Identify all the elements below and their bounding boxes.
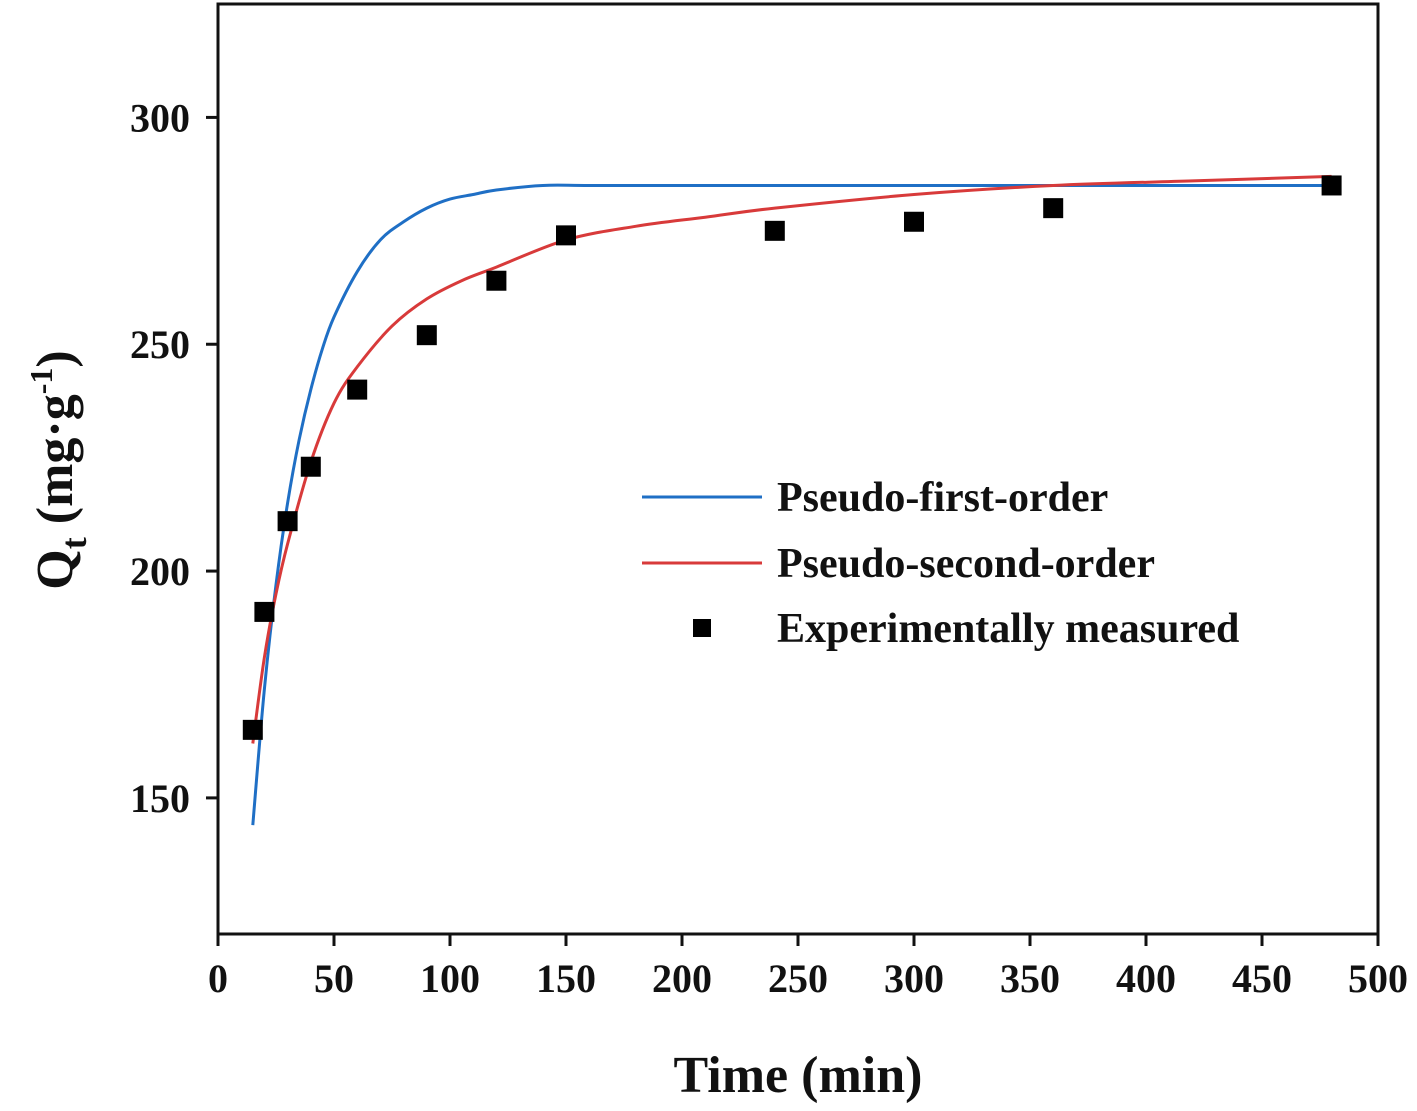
data-point [904, 211, 924, 232]
data-point [556, 225, 576, 246]
x-tick-label: 500 [1348, 956, 1408, 1001]
x-tick-label: 100 [420, 956, 480, 1001]
y-axis-title: Qt (mg·g-1) [23, 350, 94, 589]
y-axis-title-unit-close: ) [27, 350, 84, 367]
legend-label: Experimentally measured [777, 606, 1239, 652]
x-tick-label: 450 [1232, 956, 1292, 1001]
x-tick-label: 50 [314, 956, 354, 1001]
x-tick-label: 350 [1000, 956, 1060, 1001]
data-point [242, 719, 263, 740]
data-point [1321, 175, 1342, 196]
x-axis-title: Time (min) [674, 1047, 923, 1104]
x-axis: 0 50 100 150 200 250 300 350 400 450 500 [208, 934, 1408, 1001]
series-layer [242, 174, 1342, 826]
x-tick-label: 0 [208, 956, 228, 1001]
x-tick-label: 150 [536, 956, 596, 1001]
y-axis-title-sup: -1 [23, 368, 59, 395]
data-point [764, 220, 785, 241]
series-line-2 [251, 174, 1332, 744]
x-tick-label: 250 [768, 956, 828, 1001]
y-axis-title-unit-open: (mg·g [27, 394, 84, 537]
data-point [416, 325, 437, 346]
y-tick-label: 150 [130, 776, 190, 821]
y-axis-title-sub: t [54, 537, 94, 549]
data-point [347, 379, 368, 400]
legend: Pseudo-first-order Pseudo-second-order Exp… [642, 475, 1239, 652]
data-point [1043, 198, 1064, 219]
y-tick-label: 300 [130, 95, 190, 140]
y-tick-label: 250 [130, 322, 190, 367]
data-point [254, 601, 275, 622]
series-line-1 [251, 183, 1332, 826]
legend-swatch [693, 619, 711, 637]
x-tick-label: 200 [652, 956, 712, 1001]
data-point [486, 270, 507, 291]
y-tick-label: 200 [130, 549, 190, 594]
x-tick-label: 400 [1116, 956, 1176, 1001]
y-axis-title-main: Q [27, 549, 84, 589]
y-axis: 150 200 250 300 [130, 95, 218, 821]
x-tick-label: 300 [884, 956, 944, 1001]
legend-label: Pseudo-first-order [777, 475, 1108, 521]
legend-label: Pseudo-second-order [777, 541, 1155, 587]
data-point [277, 511, 298, 532]
data-point [300, 456, 321, 477]
plot-frame [216, 2, 1380, 936]
